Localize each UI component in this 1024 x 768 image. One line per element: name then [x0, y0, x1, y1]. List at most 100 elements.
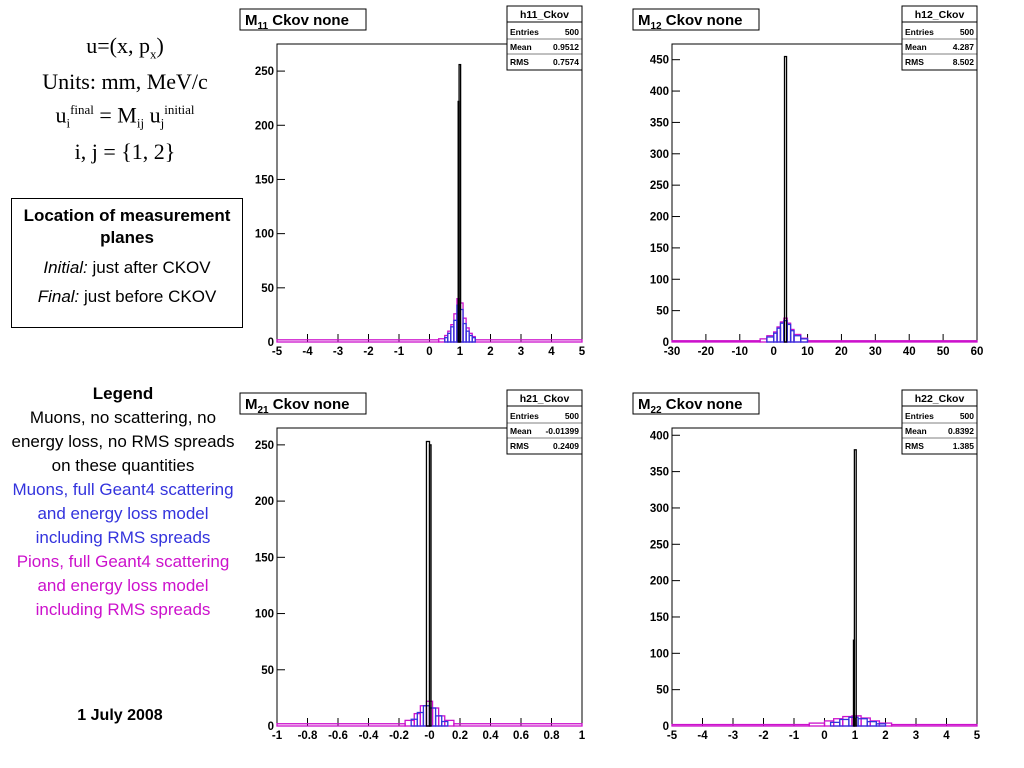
- x-tick-label: 30: [869, 346, 882, 356]
- y-tick-label: 300: [650, 503, 669, 515]
- y-tick-label: 350: [650, 117, 669, 129]
- x-tick-label: -10: [731, 346, 748, 356]
- y-tick-label: 50: [261, 283, 274, 295]
- x-tick-label: 0: [821, 730, 827, 740]
- stats-value: -0.01399: [545, 426, 579, 436]
- stats-label: Entries: [510, 27, 539, 37]
- legend-title: Legend: [92, 384, 154, 403]
- legend: Legend Muons, no scattering, no energy l…: [8, 382, 238, 622]
- legend-blue-entry: Muons, full Geant4 scattering and energy…: [12, 480, 234, 547]
- location-final: Final: just before CKOV: [37, 287, 217, 306]
- chart-title: M12 Ckov none: [638, 12, 742, 32]
- x-tick-label: -2: [363, 346, 373, 356]
- stats-label: RMS: [905, 441, 924, 451]
- y-tick-label: 0: [663, 721, 669, 733]
- histogram-bin: [428, 444, 432, 727]
- formula-line-2: Units: mm, MeV/c: [42, 69, 208, 95]
- histogram-bin: [806, 340, 978, 343]
- legend-black-entry: Muons, no scattering, no energy loss, no…: [11, 408, 235, 475]
- stats-label: RMS: [510, 441, 529, 451]
- y-tick-label: 250: [650, 180, 669, 192]
- stats-label: Entries: [510, 411, 539, 421]
- histogram-bin: [441, 720, 449, 727]
- histogram-bin: [458, 63, 462, 343]
- y-tick-label: 250: [255, 440, 274, 452]
- stats-name: h22_Ckov: [915, 393, 965, 405]
- stats-value: 0.8392: [948, 426, 974, 436]
- x-tick-label: 20: [835, 346, 848, 356]
- y-tick-label: 250: [650, 539, 669, 551]
- x-tick-label: 0.2: [452, 730, 468, 740]
- histogram-bin: [890, 723, 978, 727]
- location-initial: Initial: just after CKOV: [43, 258, 211, 277]
- x-tick-label: 0.4: [483, 730, 500, 740]
- x-tick-label: -4: [302, 346, 313, 356]
- formula-line-3: uifinal = Mij ujinitial: [55, 102, 195, 132]
- x-tick-label: 4: [548, 346, 555, 356]
- x-tick-label: -0.2: [389, 730, 409, 740]
- y-tick-label: 200: [255, 496, 274, 508]
- stats-label: Mean: [905, 426, 927, 436]
- stats-name: h11_Ckov: [520, 9, 569, 21]
- title-box: [239, 392, 367, 415]
- stats-label: Entries: [905, 27, 934, 37]
- stats-label: RMS: [905, 57, 924, 67]
- stats-box: [901, 5, 978, 71]
- y-tick-label: 0: [268, 337, 274, 349]
- y-tick-label: 50: [656, 306, 669, 318]
- y-tick-label: 450: [650, 55, 669, 67]
- x-tick-label: 40: [903, 346, 916, 356]
- histogram-bin: [800, 338, 809, 343]
- x-tick-label: 0: [770, 346, 776, 356]
- x-tick-label: 5: [579, 346, 586, 356]
- stats-label: RMS: [510, 57, 529, 67]
- formula-line-4: i, j = {1, 2}: [74, 139, 176, 165]
- stats-value: 0.9512: [553, 42, 579, 52]
- x-tick-label: -0: [424, 730, 434, 740]
- title-box: [632, 392, 760, 415]
- stats-value: 8.502: [953, 57, 975, 67]
- y-tick-label: 100: [650, 648, 669, 660]
- stats-value: 500: [960, 411, 974, 421]
- x-tick-label: 3: [913, 730, 919, 740]
- y-tick-label: 200: [650, 212, 669, 224]
- title-box: [239, 8, 367, 31]
- stats-name: h12_Ckov: [915, 9, 965, 21]
- histogram-bin: [853, 449, 857, 727]
- x-tick-label: -2: [758, 730, 768, 740]
- date-label: 1 July 2008: [77, 707, 163, 724]
- histogram-bin: [671, 340, 761, 343]
- y-tick-label: 150: [255, 552, 274, 564]
- stats-value: 500: [565, 27, 579, 37]
- x-tick-label: 1: [852, 730, 859, 740]
- x-tick-label: 2: [487, 346, 493, 356]
- x-tick-label: -0.4: [359, 730, 379, 740]
- location-title: Location of measurement planes: [23, 206, 231, 247]
- y-tick-label: 200: [650, 576, 669, 588]
- formula-line-1: u=(x, px): [86, 33, 164, 62]
- x-tick-label: -3: [728, 730, 738, 740]
- location-box: Location of measurement planes Initial: …: [11, 198, 243, 328]
- y-tick-label: 350: [650, 467, 669, 479]
- y-tick-label: 0: [268, 721, 274, 733]
- plot-frame: [276, 43, 583, 343]
- x-tick-label: 1: [457, 346, 464, 356]
- y-tick-label: 400: [650, 86, 669, 98]
- x-tick-label: -30: [664, 346, 681, 356]
- x-tick-label: -0.8: [298, 730, 318, 740]
- chart-title: M21 Ckov none: [245, 396, 349, 416]
- legend-magenta-entry: Pions, full Geant4 scattering and energy…: [16, 552, 230, 619]
- histogram-bin: [875, 723, 887, 727]
- y-tick-label: 150: [650, 243, 669, 255]
- x-tick-label: 5: [974, 730, 981, 740]
- y-tick-label: 200: [255, 120, 274, 132]
- histogram-bin: [453, 723, 583, 727]
- x-tick-label: 10: [801, 346, 814, 356]
- y-tick-label: 50: [656, 685, 669, 697]
- x-tick-label: 0.6: [513, 730, 529, 740]
- stats-label: Mean: [510, 426, 532, 436]
- stats-value: 0.2409: [553, 441, 579, 451]
